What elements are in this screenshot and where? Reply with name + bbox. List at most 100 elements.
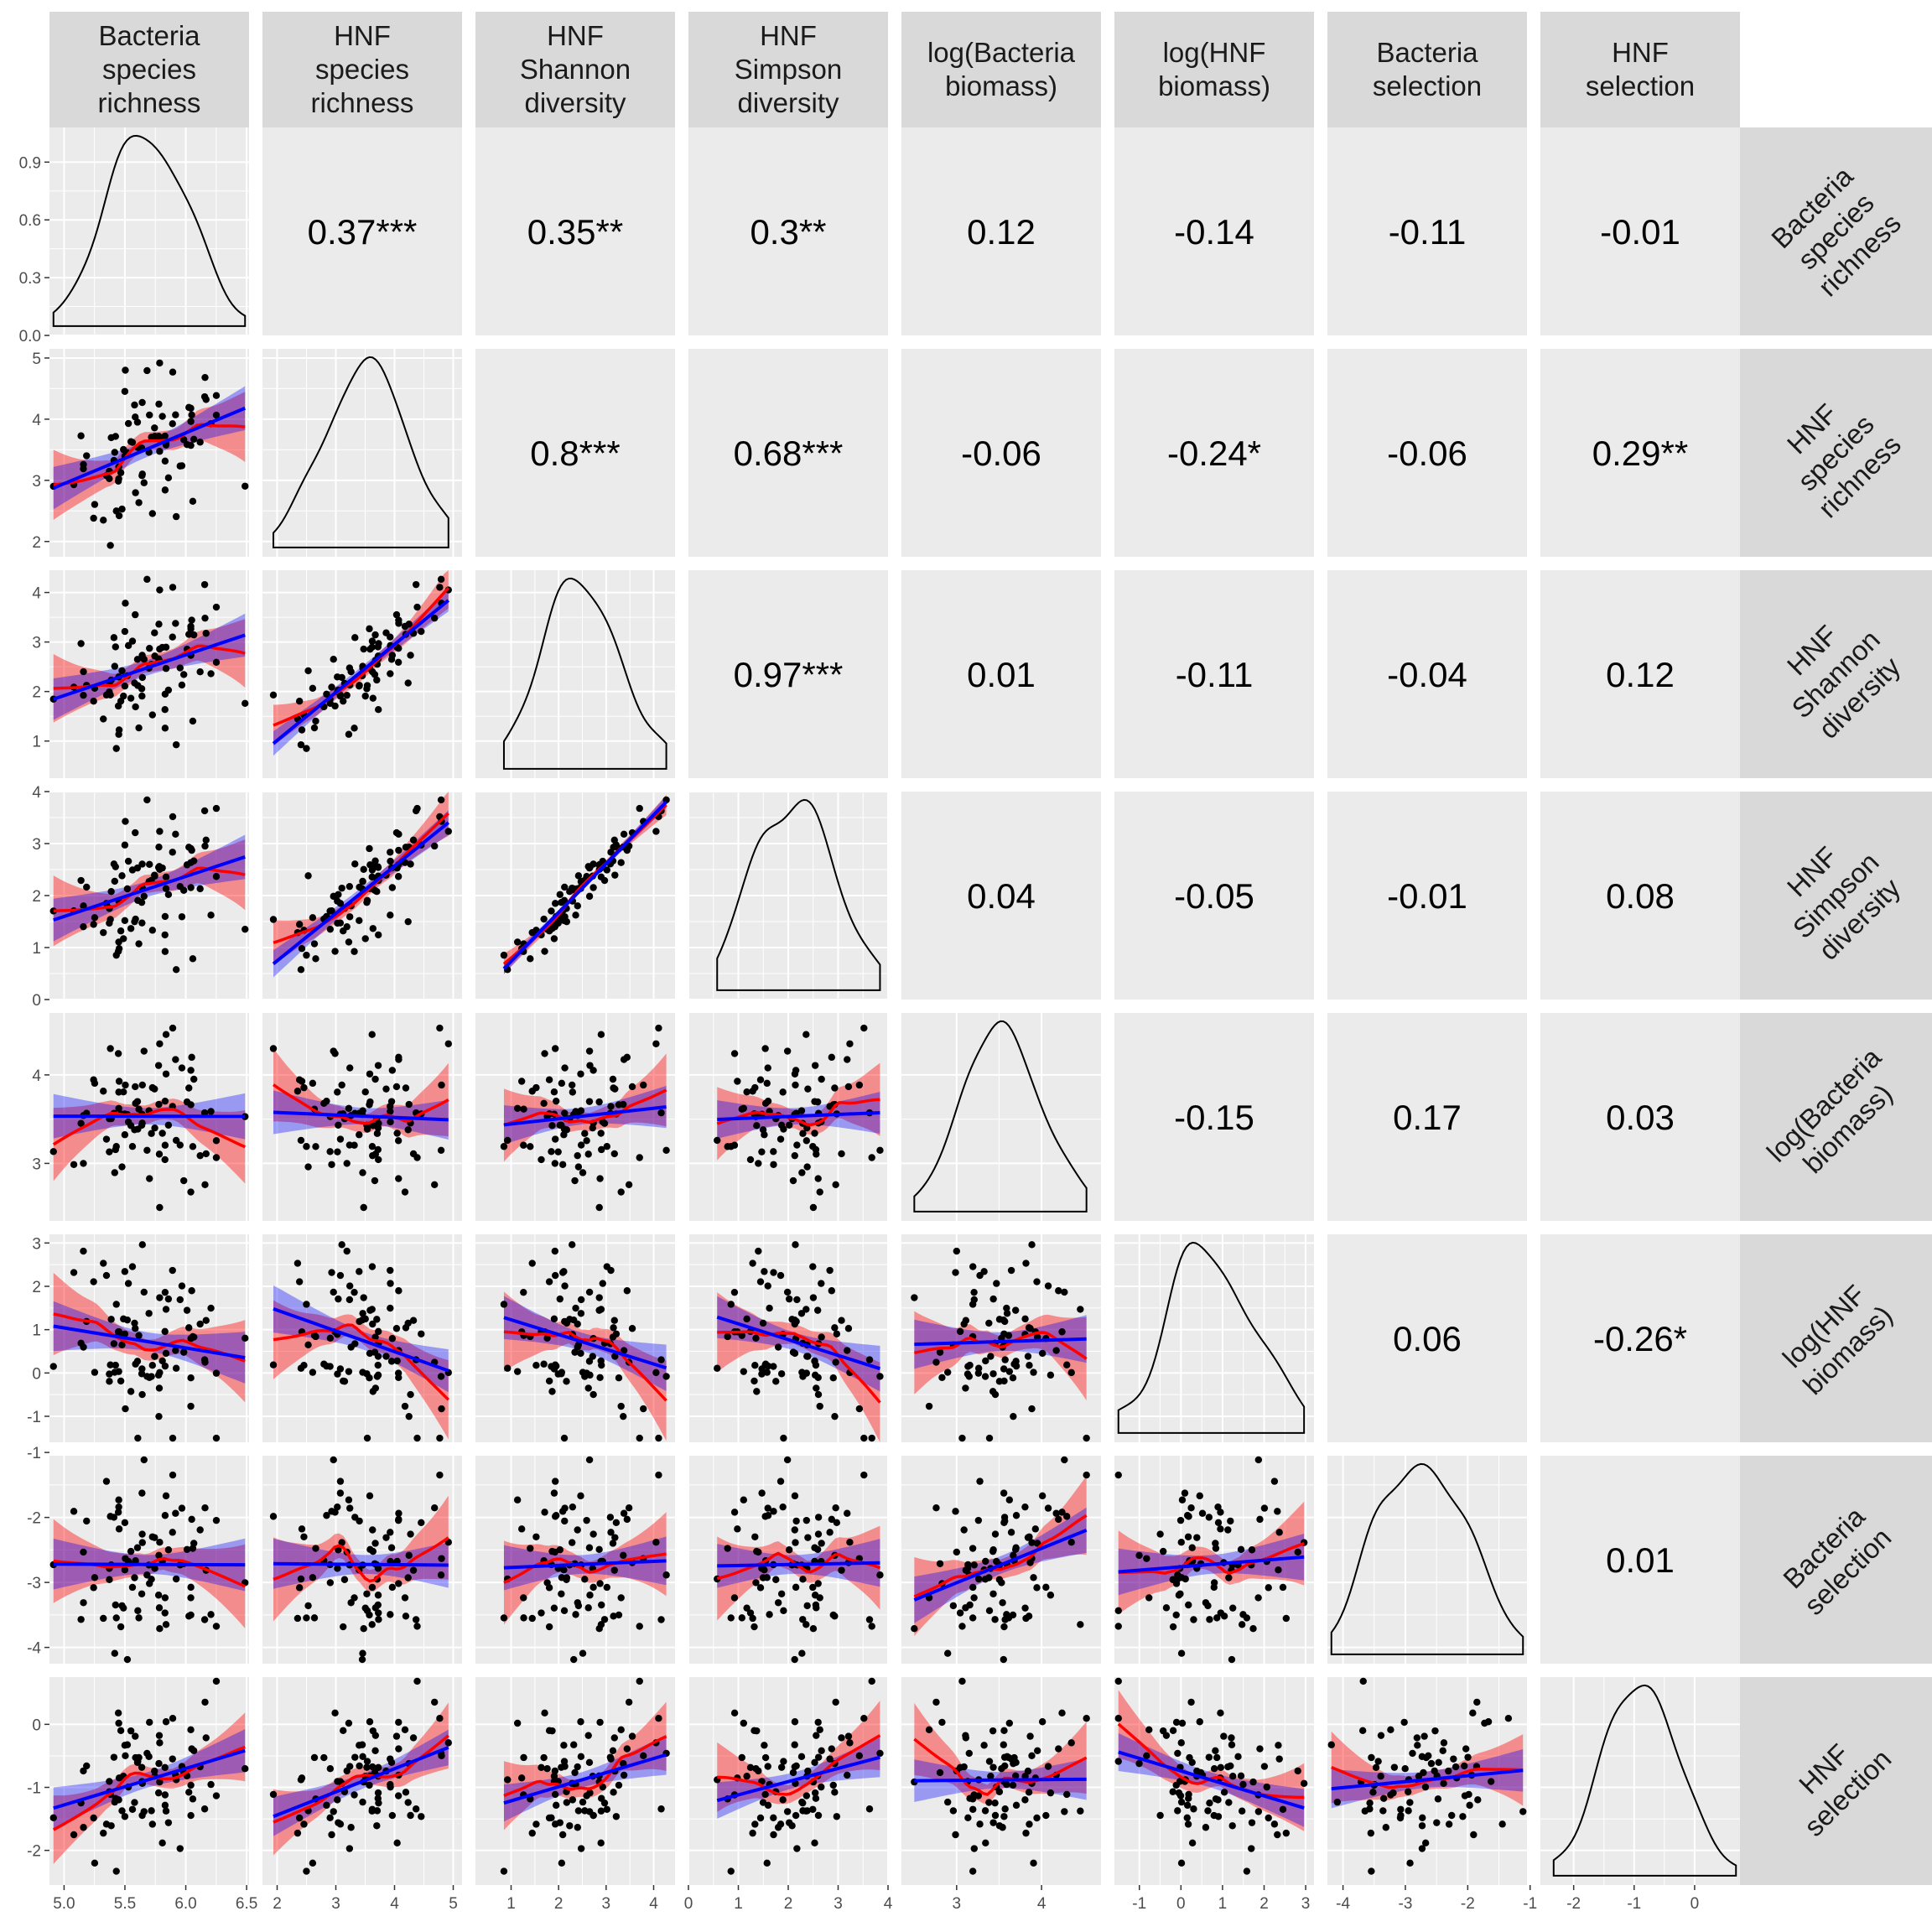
data-point (309, 1859, 317, 1867)
data-point (597, 1621, 605, 1628)
data-point (540, 1360, 548, 1368)
data-point (809, 1203, 818, 1212)
data-point (577, 1718, 584, 1726)
data-point (761, 1742, 768, 1749)
data-point (392, 610, 401, 619)
data-point (212, 1516, 221, 1524)
data-point (776, 1478, 785, 1485)
data-point (151, 424, 158, 432)
correlation-value: -0.01 (1387, 876, 1467, 916)
data-point (326, 907, 334, 915)
data-point (1300, 1779, 1308, 1788)
data-point (584, 1604, 592, 1612)
data-point (1083, 1715, 1090, 1722)
data-point (989, 1590, 997, 1597)
data-point (336, 1135, 345, 1143)
data-point (161, 1594, 169, 1602)
data-point (77, 640, 85, 647)
data-point (761, 1753, 770, 1762)
data-point (1227, 1517, 1234, 1525)
data-point (579, 1649, 587, 1657)
correlation-value: -0.06 (961, 434, 1041, 473)
data-point (599, 1118, 606, 1126)
data-point (1187, 1698, 1195, 1706)
data-point (395, 616, 402, 624)
panel-background (901, 1456, 1101, 1664)
data-point (312, 955, 319, 963)
data-point (556, 1546, 564, 1554)
linear-fit-line (273, 1561, 449, 1567)
data-point (138, 1390, 146, 1399)
data-point (1021, 1315, 1029, 1323)
data-point (566, 1822, 574, 1830)
y-tick-label: 4 (32, 585, 41, 603)
data-point (776, 1271, 785, 1280)
column-header-label: log(Bacteria (927, 37, 1076, 68)
data-point (1431, 1727, 1439, 1735)
data-point (1225, 1799, 1233, 1806)
correlation-value: 0.04 (967, 876, 1036, 916)
data-point (655, 1434, 662, 1442)
data-point (409, 1734, 418, 1742)
data-point (375, 1799, 382, 1807)
data-point (164, 686, 173, 694)
data-point (394, 873, 402, 880)
data-point (844, 1771, 851, 1779)
data-point (346, 913, 354, 921)
data-point (876, 1749, 884, 1758)
data-point (132, 1753, 139, 1762)
data-point (860, 1471, 868, 1479)
data-point (212, 392, 221, 399)
correlation-panel (1540, 792, 1740, 1000)
data-point (395, 1580, 402, 1587)
data-point (579, 1368, 587, 1376)
data-point (1177, 1539, 1185, 1546)
data-point (563, 1126, 571, 1134)
data-point (336, 1478, 345, 1485)
data-point (1000, 1727, 1008, 1735)
data-point (1033, 1814, 1041, 1822)
data-point (504, 1136, 512, 1145)
linear-fit-line (503, 1316, 667, 1370)
data-point (597, 1839, 605, 1847)
data-point (1033, 1747, 1041, 1755)
data-point (595, 1098, 603, 1106)
data-point (545, 1814, 553, 1822)
data-point (1234, 1753, 1242, 1761)
data-point (772, 1378, 780, 1385)
data-point (106, 916, 114, 923)
data-point (589, 1390, 597, 1399)
data-point (1421, 1783, 1430, 1791)
data-point (603, 1143, 611, 1150)
data-point (1143, 1752, 1150, 1759)
data-point (138, 398, 146, 407)
data-point (118, 872, 126, 880)
data-point (106, 1361, 114, 1368)
data-point (1030, 1859, 1037, 1867)
data-point (127, 694, 135, 702)
data-point (155, 1100, 163, 1109)
data-point (1077, 1306, 1084, 1313)
column-strip (475, 12, 675, 127)
data-point (620, 1551, 627, 1560)
data-point (865, 1805, 874, 1813)
correlation-panel (901, 570, 1101, 778)
data-point (1007, 1755, 1015, 1763)
data-point (766, 1304, 773, 1312)
data-point (802, 1306, 810, 1313)
data-point (868, 1154, 875, 1161)
correlation-panel (1327, 1013, 1527, 1221)
data-point (155, 1732, 164, 1739)
scatter-panel (714, 1024, 884, 1212)
data-point (811, 1371, 819, 1379)
linear-fit-line (53, 1562, 246, 1567)
data-point (1464, 1753, 1472, 1761)
data-point (121, 1268, 129, 1275)
data-point (758, 1370, 766, 1378)
data-point (1418, 1845, 1426, 1852)
data-point (336, 919, 345, 927)
data-point (813, 1384, 820, 1392)
data-point (161, 1512, 169, 1519)
data-point (387, 670, 394, 678)
y-tick-label: 2 (32, 534, 41, 552)
